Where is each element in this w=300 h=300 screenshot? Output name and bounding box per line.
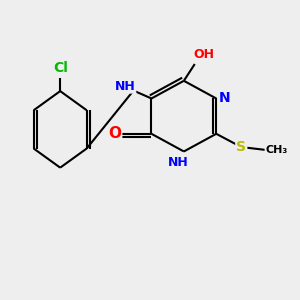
Text: N: N bbox=[219, 92, 230, 106]
Text: O: O bbox=[108, 126, 121, 141]
Text: CH₃: CH₃ bbox=[266, 145, 288, 155]
Text: Cl: Cl bbox=[53, 61, 68, 75]
Text: S: S bbox=[236, 140, 246, 154]
Text: OH: OH bbox=[193, 48, 214, 61]
Text: NH: NH bbox=[168, 156, 189, 169]
Text: NH: NH bbox=[115, 80, 135, 93]
